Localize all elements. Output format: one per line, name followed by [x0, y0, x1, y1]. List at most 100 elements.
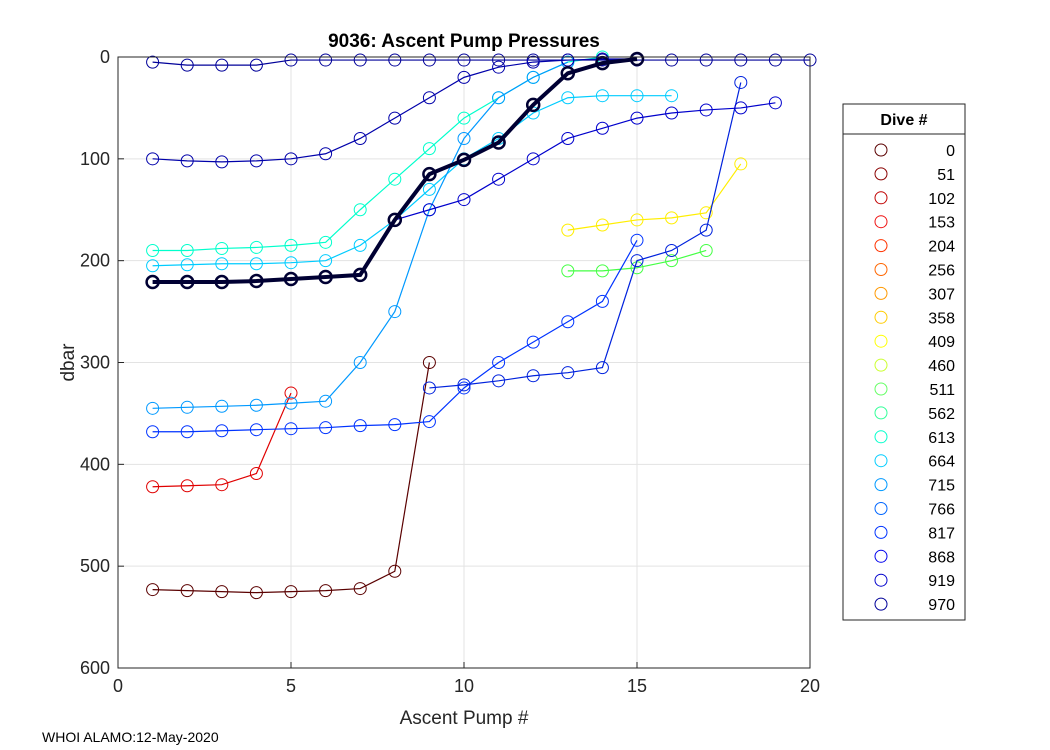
legend-label: 562: [928, 406, 955, 423]
data-point: [457, 111, 471, 125]
x-tick-label: 20: [800, 676, 820, 696]
data-point: [353, 131, 367, 145]
data-point: [353, 53, 367, 67]
data-point: [284, 152, 298, 166]
data-point: [249, 58, 263, 72]
data-point: [595, 121, 609, 135]
data-point: [629, 51, 645, 67]
series-line: [152, 240, 638, 433]
legend-label: 511: [929, 382, 955, 399]
y-axis-label: dbar: [58, 343, 79, 382]
legend-entry: 511: [874, 382, 955, 399]
legend-label: 51: [937, 167, 955, 184]
series-line: [152, 392, 292, 488]
data-point: [734, 75, 748, 89]
legend-entry: 256: [874, 263, 955, 280]
data-point: [422, 91, 436, 105]
legend-marker: [874, 215, 888, 229]
data-point: [665, 254, 679, 268]
data-point: [249, 586, 263, 600]
data-point: [595, 264, 609, 278]
data-point: [630, 254, 644, 268]
data-point: [422, 203, 436, 217]
data-point: [422, 182, 436, 196]
data-point: [249, 273, 264, 289]
data-point: [457, 193, 471, 207]
legend-entry: 970: [874, 597, 955, 614]
legend-marker: [874, 191, 888, 205]
legend-marker: [874, 143, 888, 157]
data-point: [561, 91, 575, 105]
data-point: [630, 233, 644, 247]
y-tick-label: 200: [80, 251, 110, 271]
data-point: [284, 238, 298, 252]
series-715: [146, 55, 575, 415]
data-point: [457, 381, 471, 395]
x-tick-label: 5: [286, 676, 296, 696]
legend-entry: 817: [874, 525, 955, 542]
data-point: [561, 264, 575, 278]
legend-marker: [874, 406, 888, 420]
y-tick-label: 400: [80, 454, 110, 474]
legend-label: 868: [928, 549, 955, 566]
legend-label: 766: [928, 502, 955, 519]
data-point: [284, 422, 298, 436]
data-point: [146, 243, 160, 257]
legend-entry: 409: [874, 334, 955, 351]
legend-label: 817: [928, 525, 955, 542]
data-point: [630, 111, 644, 125]
data-point: [492, 60, 506, 74]
data-point: [492, 374, 506, 388]
data-point: [457, 378, 471, 392]
data-point: [561, 223, 575, 237]
data-point: [179, 274, 195, 290]
data-point: [284, 53, 298, 67]
legend-label: 102: [928, 191, 955, 208]
legend-entry: 51: [874, 167, 955, 184]
data-point: [422, 166, 437, 182]
legend-title: Dive #: [880, 112, 927, 129]
data-point: [699, 206, 713, 220]
data-point: [319, 254, 333, 268]
data-point: [388, 111, 402, 125]
legend-entry: 868: [874, 549, 955, 566]
x-tick-label: 10: [454, 676, 474, 696]
data-point: [214, 274, 230, 290]
legend-marker: [874, 502, 888, 515]
legend-marker: [874, 382, 888, 396]
data-point: [319, 584, 333, 598]
data-point: [561, 131, 575, 145]
legend-marker: [874, 525, 888, 539]
data-point: [249, 154, 263, 168]
legend-entry: 153: [874, 215, 955, 232]
data-point: [699, 103, 713, 117]
data-point: [768, 96, 782, 110]
series-line: [152, 61, 569, 409]
x-axis-label: Ascent Pump #: [400, 708, 529, 729]
data-point: [215, 478, 229, 492]
legend-label: 409: [928, 334, 955, 351]
legend-box: [842, 103, 966, 621]
data-point: [146, 425, 160, 439]
data-point: [215, 241, 229, 255]
legend-label: 204: [928, 239, 955, 256]
legend-marker: [874, 478, 888, 492]
data-point: [595, 89, 609, 103]
data-point: [388, 305, 402, 319]
data-point: [422, 415, 436, 429]
footer-text: WHOI ALAMO:12-May-2020: [42, 729, 219, 745]
data-point: [526, 70, 540, 84]
data-point: [146, 401, 160, 415]
data-point: [353, 582, 367, 596]
data-point: [319, 235, 333, 249]
data-point: [526, 55, 540, 69]
y-tick-label: 600: [80, 658, 110, 678]
data-point: [249, 398, 263, 412]
data-point: [215, 399, 229, 413]
data-point: [388, 418, 402, 432]
data-point: [665, 106, 679, 120]
data-point: [180, 58, 194, 72]
data-point: [734, 157, 748, 171]
data-point: [665, 211, 679, 225]
data-point: [180, 425, 194, 439]
